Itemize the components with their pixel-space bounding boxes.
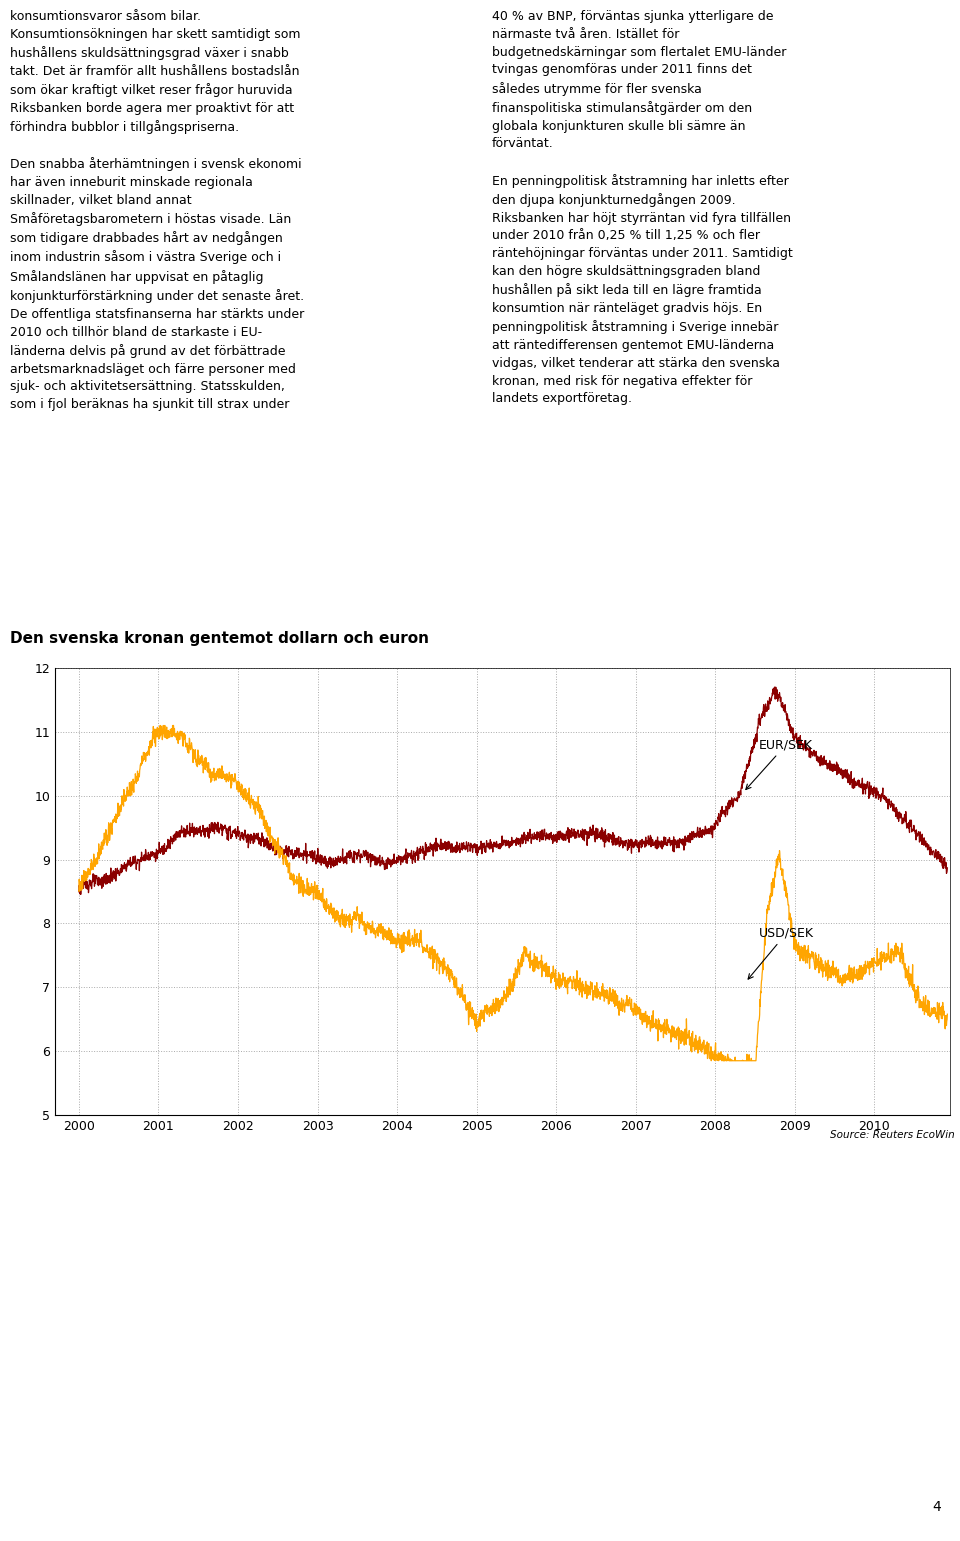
Text: Den svenska kronan gentemot dollarn och euron: Den svenska kronan gentemot dollarn och … bbox=[10, 630, 429, 646]
Text: 4: 4 bbox=[932, 1499, 941, 1513]
Text: konsumtionsvaror såsom bilar.
Konsumtionsökningen har skett samtidigt som
hushål: konsumtionsvaror såsom bilar. Konsumtion… bbox=[10, 9, 304, 411]
Text: Source: Reuters EcoWin: Source: Reuters EcoWin bbox=[830, 1130, 955, 1140]
Text: EUR/SEK: EUR/SEK bbox=[746, 738, 813, 789]
Text: 40 % av BNP, förväntas sjunka ytterligare de
närmaste två åren. Istället för
bud: 40 % av BNP, förväntas sjunka ytterligar… bbox=[492, 9, 793, 405]
Text: USD/SEK: USD/SEK bbox=[748, 926, 814, 979]
